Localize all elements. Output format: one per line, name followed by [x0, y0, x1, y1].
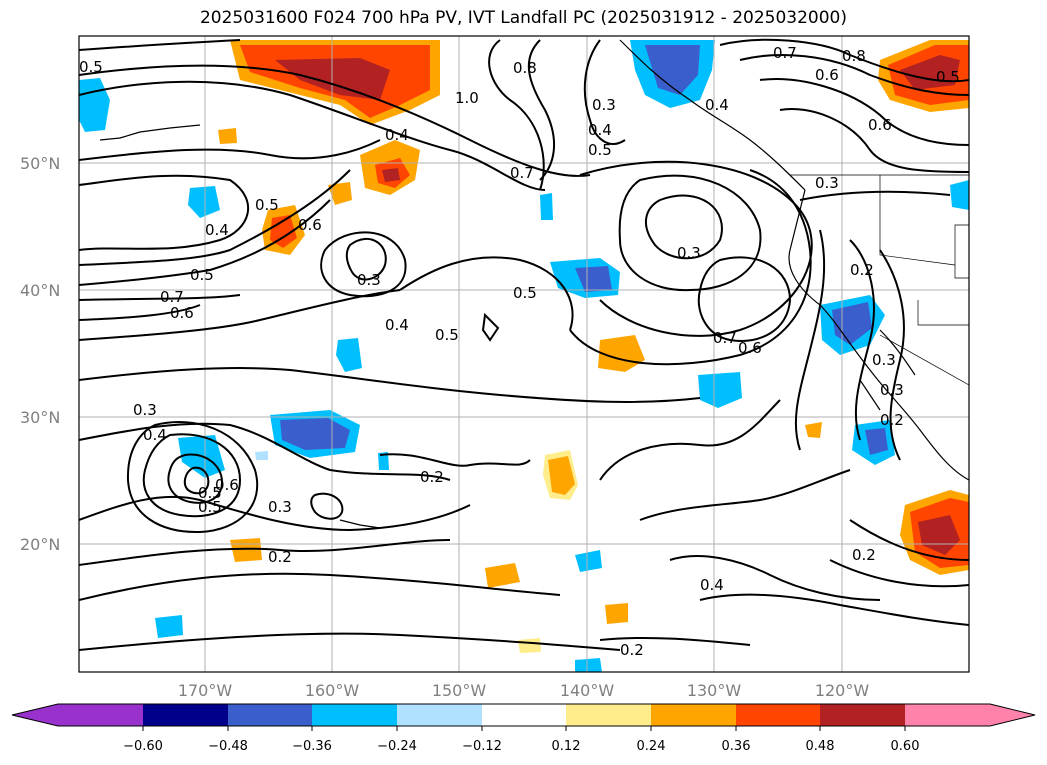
contour-label: 0.4 — [385, 126, 409, 144]
colorbar-min-extend — [12, 704, 58, 726]
contour-labels: 0.7 0.8 0.6 0.5 1.0 0.4 0.3 0.8 0.4 0.5 … — [79, 44, 960, 659]
contour-label: 0.4 — [205, 221, 229, 239]
contour-label: 0.2 — [850, 261, 874, 279]
lat-label-50n: 50°N — [20, 154, 60, 173]
lon-label-130w: 130°W — [687, 681, 742, 700]
contour-label: 0.5 — [255, 196, 279, 214]
political-borders — [790, 174, 969, 386]
contour-label: 0.5 — [79, 58, 103, 76]
colorbar-segment — [566, 704, 651, 726]
colorbar: −0.60 −0.48 −0.36 −0.24 −0.12 0.12 0.24 … — [11, 703, 1036, 754]
coastlines — [99, 39, 969, 529]
contour-label: 0.6 — [298, 216, 322, 234]
colorbar-segment — [58, 704, 143, 726]
graticule — [79, 36, 969, 672]
colorbar-tick-label: 0.24 — [637, 739, 666, 754]
contour-label: 0.5 — [435, 326, 459, 344]
colorbar-tick-label: 0.60 — [891, 739, 920, 754]
contour-label: 0.4 — [143, 426, 167, 444]
contour-label: 0.3 — [880, 381, 904, 399]
colorbar-segment — [397, 704, 482, 726]
lon-label-160w: 160°W — [305, 681, 360, 700]
contour-label: 0.6 — [170, 304, 194, 322]
contour-label: 0.4 — [700, 576, 724, 594]
contour-label: 1.0 — [455, 89, 479, 107]
contour-label: 0.3 — [592, 96, 616, 114]
contour-label: 0.3 — [815, 174, 839, 192]
longitude-labels: 170°W 160°W 150°W 140°W 130°W 120°W — [178, 681, 870, 700]
colorbar-segment — [228, 704, 312, 726]
contour-label: 0.4 — [705, 96, 729, 114]
lat-label-20n: 20°N — [20, 535, 60, 554]
negative-anomaly-patches — [79, 40, 969, 672]
colorbar-tick-label: −0.12 — [462, 739, 502, 754]
contour-label: 0.2 — [268, 548, 292, 566]
contour-label: 0.3 — [133, 401, 157, 419]
contour-label: 0.5 — [936, 68, 960, 86]
colorbar-segment — [312, 704, 397, 726]
contour-label: 0.3 — [872, 351, 896, 369]
colorbar-ticks — [142, 726, 906, 731]
contour-label: 0.6 — [868, 116, 892, 134]
contour-label: 0.7 — [160, 288, 184, 306]
colorbar-max-extend — [990, 704, 1035, 726]
contour-label: 0.6 — [738, 339, 762, 357]
contour-label: 0.2 — [420, 468, 444, 486]
map-title: 2025031600 F024 700 hPa PV, IVT Landfall… — [199, 8, 847, 28]
contour-label: 0.8 — [513, 59, 537, 77]
colorbar-segment — [905, 704, 990, 726]
colorbar-tick-label: −0.48 — [208, 739, 248, 754]
lon-label-170w: 170°W — [178, 681, 233, 700]
colorbar-segment — [820, 704, 905, 726]
contour-label: 0.5 — [513, 284, 537, 302]
contour-label: 0.2 — [880, 411, 904, 429]
contour-label: 0.6 — [215, 476, 239, 494]
positive-anomaly-patches — [218, 40, 969, 653]
contour-label: 0.7 — [773, 44, 797, 62]
latitude-labels: 50°N 40°N 30°N 20°N — [20, 154, 60, 554]
contour-label: 0.3 — [677, 244, 701, 262]
colorbar-tick-label: −0.36 — [292, 739, 332, 754]
contour-label: 0.5 — [198, 484, 222, 502]
colorbar-segment — [651, 704, 736, 726]
lon-label-150w: 150°W — [432, 681, 487, 700]
colorbar-segment — [143, 704, 228, 726]
map-frame — [78, 35, 970, 673]
contour-label: 0.5 — [198, 498, 222, 516]
contour-label: 0.3 — [268, 498, 292, 516]
map-panel: 0.7 0.8 0.6 0.5 1.0 0.4 0.3 0.8 0.4 0.5 … — [79, 36, 969, 672]
contour-label: 0.7 — [713, 329, 737, 347]
colorbar-tick-label: 0.48 — [806, 739, 835, 754]
lat-label-30n: 30°N — [20, 408, 60, 427]
contour-label: 0.5 — [190, 266, 214, 284]
lon-label-140w: 140°W — [560, 681, 615, 700]
contour-label: 0.6 — [815, 66, 839, 84]
colorbar-tick-label: −0.60 — [123, 739, 163, 754]
lat-label-40n: 40°N — [20, 281, 60, 300]
contour-label: 0.3 — [357, 271, 381, 289]
colorbar-segment — [482, 704, 566, 726]
contour-label: 0.8 — [842, 47, 866, 65]
contour-label: 0.2 — [852, 546, 876, 564]
colorbar-tick-label: 0.12 — [552, 739, 581, 754]
contour-label: 0.2 — [620, 641, 644, 659]
colorbar-segment — [736, 704, 820, 726]
colorbar-tick-label: 0.36 — [722, 739, 751, 754]
contour-label: 0.5 — [588, 141, 612, 159]
colorbar-tick-label: −0.24 — [377, 739, 417, 754]
colorbar-outline — [11, 703, 1036, 727]
contour-label: 0.4 — [588, 121, 612, 139]
pv-contours — [79, 38, 969, 651]
contour-label: 0.4 — [385, 316, 409, 334]
lon-label-120w: 120°W — [815, 681, 870, 700]
contour-label: 0.7 — [510, 164, 534, 182]
